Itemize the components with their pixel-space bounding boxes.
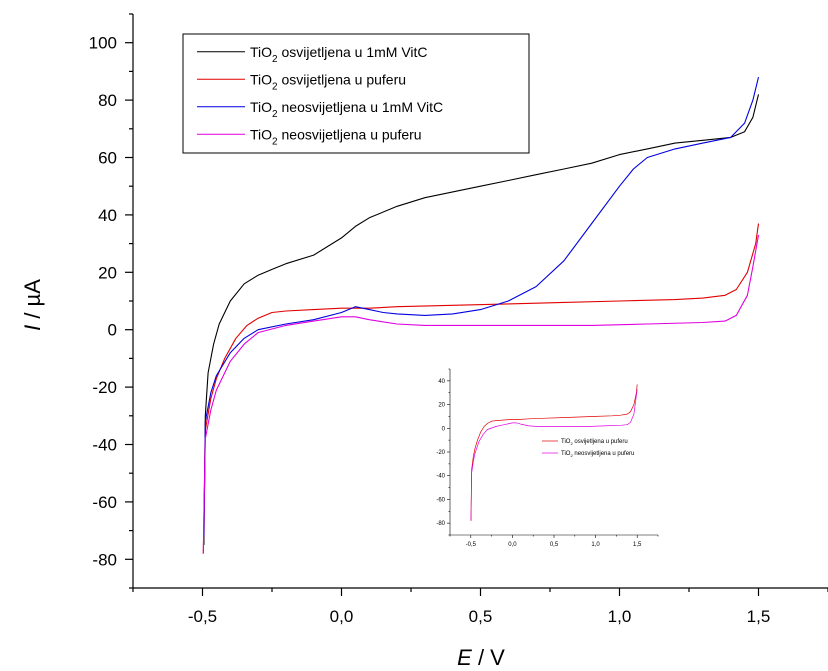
y-tick-label: 20 [98, 263, 117, 282]
series-line-1 [203, 94, 760, 546]
y-tick-label: 80 [98, 91, 117, 110]
inset-y-tick-label: -60 [436, 497, 445, 503]
inset-y-tick-label: -40 [436, 474, 445, 480]
legend-label-2: TiO2 osvijetljena u puferu [250, 71, 406, 92]
inset-x-tick-label: 0,0 [508, 542, 517, 548]
y-tick-label: -40 [92, 436, 117, 455]
y-tick-label: 60 [98, 149, 117, 168]
legend-box [182, 33, 530, 154]
inset-series-line-2 [470, 389, 638, 521]
inset-background [402, 362, 658, 548]
inset-x-tick-label: 0,5 [550, 542, 559, 548]
series-line-4 [202, 234, 760, 554]
x-tick-label: 1,5 [747, 607, 771, 626]
series-line-3 [203, 76, 760, 537]
inset-y-tick-label: 20 [438, 403, 445, 409]
y-tick-label: 40 [98, 206, 117, 225]
inset-y-tick-label: 40 [438, 379, 445, 385]
legend-label-1: TiO2 osvijetljena u 1mM VitC [250, 44, 428, 65]
legend-label-3: TiO2 neosvijetljena u 1mM VitC [250, 99, 443, 120]
y-tick-label: 100 [89, 34, 117, 53]
x-tick-label: 0,5 [469, 607, 493, 626]
x-axis-title: E / V [457, 645, 505, 670]
inset-series-line-1 [470, 384, 638, 521]
inset-x-tick-label: 1,5 [633, 542, 642, 548]
y-tick-label: 0 [108, 321, 117, 340]
inset-x-tick-label: 1,0 [591, 542, 600, 548]
inset-y-tick-label: -80 [436, 521, 445, 527]
main-plot-area: -0,5 0,0 0,5 1,0 1,5 -80 -60 -40 -20 0 20 40 60 80 100… [20, 13, 828, 670]
inset-plot-area: -0,5 0,0 0,5 1,0 1,5 -80 -60 -40 -20 0 20 40 TiO2 os… [402, 362, 659, 548]
x-tick-label: 0,0 [330, 607, 354, 626]
y-tick-label: -80 [92, 550, 117, 569]
legend-label-4: TiO2 neosvijetljena u puferu [250, 126, 422, 147]
y-axis-title: I / µA [20, 279, 45, 331]
inset-y-tick-label: 0 [442, 426, 446, 432]
inset-y-tick-label: -20 [436, 450, 445, 456]
y-tick-label: -20 [92, 378, 117, 397]
inset-legend-label-1: TiO2 osvijetljena u puferu [561, 439, 628, 446]
inset-x-tick-label: -0,5 [466, 542, 477, 548]
series-line-2 [202, 223, 760, 554]
y-tick-label: -60 [92, 493, 117, 512]
x-tick-label: 1,0 [608, 607, 632, 626]
x-tick-label: -0,5 [188, 607, 217, 626]
inset-legend-label-2: TiO2 neosvijetljena u puferu [561, 451, 634, 458]
